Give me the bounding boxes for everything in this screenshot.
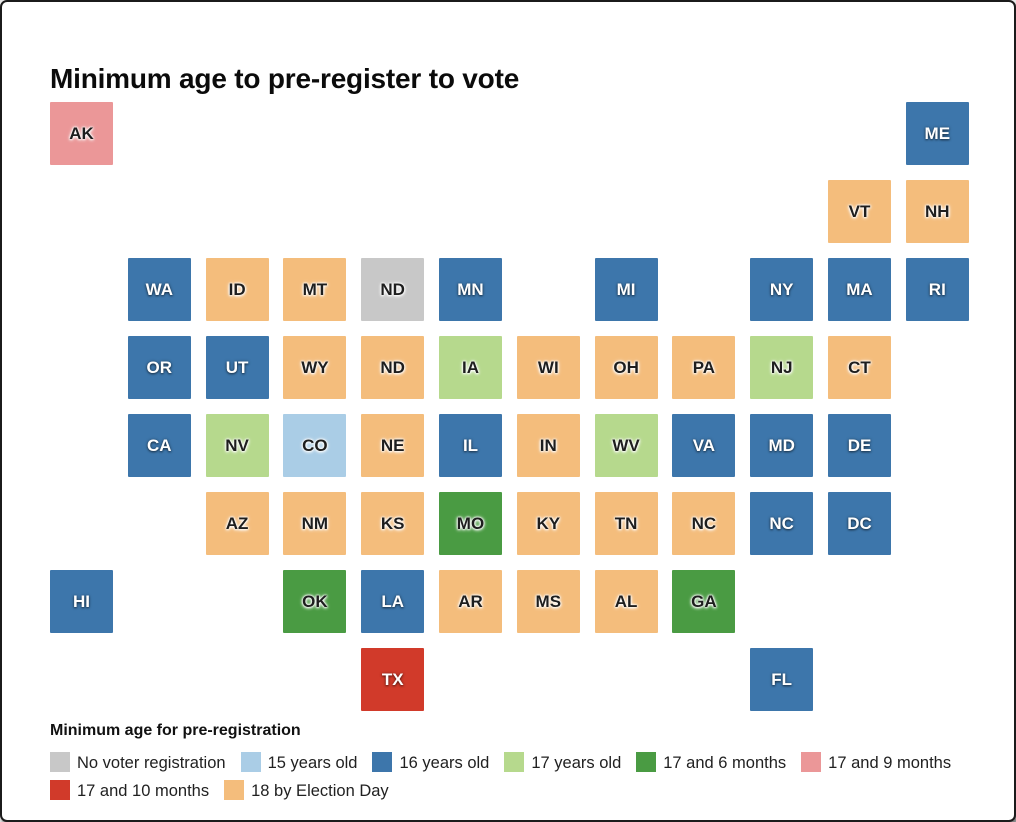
state-tile-ma: MA (828, 258, 891, 321)
state-tile-wi: WI (516, 336, 580, 399)
state-tile-ak: AK (50, 102, 113, 165)
legend-item-17_years: 17 years old (504, 752, 622, 772)
legend-swatch-18_election_day (224, 780, 245, 800)
state-tile-ny: NY (750, 258, 814, 321)
state-tile-ky: KY (516, 492, 580, 555)
state-tile-hi: HI (50, 570, 113, 633)
state-tile-ks: KS (361, 492, 425, 555)
legend-swatch-17_10_months (50, 780, 70, 800)
state-tile-il: IL (439, 414, 502, 477)
state-tile-ok: OK (283, 570, 347, 633)
legend-items: No voter registration 15 years old 16 year… (50, 749, 976, 805)
state-tile-ut: UT (205, 336, 269, 399)
state-tile-nc: NC (672, 492, 736, 555)
state-tile-id: ID (205, 258, 269, 321)
state-tile-nd: ND (361, 336, 425, 399)
state-tile-md: MD (750, 414, 814, 477)
legend-item-15_years: 15 years old (240, 752, 358, 772)
legend-swatch-17_6_months (636, 752, 657, 772)
legend-label: 17 and 10 months (77, 782, 210, 800)
legend-swatch-no_registration (50, 752, 70, 772)
state-tile-mi: MI (594, 258, 658, 321)
state-tile-ms: MS (516, 570, 580, 633)
state-tile-nh: NH (905, 180, 969, 243)
state-tile-in: IN (516, 414, 580, 477)
state-tile-ne: NE (361, 414, 425, 477)
state-tile-la: LA (361, 570, 425, 633)
state-tile-or: OR (127, 336, 191, 399)
state-tile-nc: NC (750, 492, 814, 555)
legend-label: 17 and 6 months (663, 754, 787, 772)
legend-item-16_years: 16 years old (372, 752, 490, 772)
state-tile-nj: NJ (750, 336, 814, 399)
legend-swatch-17_years (504, 752, 525, 772)
state-tile-fl: FL (750, 648, 814, 711)
state-tile-ri: RI (905, 258, 969, 321)
state-tile-ca: CA (127, 414, 191, 477)
legend: Minimum age for pre-registration No vote… (50, 722, 976, 805)
legend-label: 18 by Election Day (251, 782, 389, 800)
legend-label: 15 years old (267, 754, 358, 772)
state-tile-vt: VT (828, 180, 891, 243)
legend-label: 17 years old (531, 754, 622, 772)
state-tile-wv: WV (594, 414, 658, 477)
legend-swatch-17_9_months (801, 752, 822, 772)
legend-label: 17 and 9 months (828, 754, 952, 772)
state-tile-de: DE (828, 414, 891, 477)
legend-item-17_10_months: 17 and 10 months (50, 780, 210, 800)
state-tile-ct: CT (828, 336, 891, 399)
chart-title: Minimum age to pre-register to vote (50, 62, 520, 94)
state-tile-mn: MN (439, 258, 502, 321)
state-tile-co: CO (283, 414, 347, 477)
state-tile-me: ME (905, 102, 969, 165)
state-tile-az: AZ (205, 492, 269, 555)
state-tile-mt: MT (283, 258, 347, 321)
legend-label: No voter registration (77, 754, 226, 772)
legend-item-no_registration: No voter registration (50, 752, 226, 772)
legend-title: Minimum age for pre-registration (50, 722, 301, 739)
state-tile-oh: OH (594, 336, 658, 399)
legend-swatch-16_years (372, 752, 393, 772)
state-tile-nd: ND (361, 258, 425, 321)
legend-swatch-15_years (240, 752, 261, 772)
legend-item-18_election_day: 18 by Election Day (224, 780, 389, 800)
state-tile-tx: TX (361, 648, 425, 711)
legend-item-17_6_months: 17 and 6 months (636, 752, 787, 772)
state-tile-nm: NM (283, 492, 347, 555)
state-tile-tn: TN (594, 492, 658, 555)
state-tile-pa: PA (672, 336, 736, 399)
state-tile-ar: AR (439, 570, 502, 633)
state-tile-wa: WA (127, 258, 191, 321)
legend-label: 16 years old (399, 754, 490, 772)
state-tile-mo: MO (439, 492, 502, 555)
state-tile-al: AL (594, 570, 658, 633)
state-tile-nv: NV (205, 414, 269, 477)
state-tile-wy: WY (283, 336, 347, 399)
state-tile-va: VA (672, 414, 736, 477)
state-tile-ga: GA (672, 570, 736, 633)
state-tile-ia: IA (439, 336, 502, 399)
state-tile-dc: DC (828, 492, 891, 555)
legend-item-17_9_months: 17 and 9 months (801, 752, 952, 772)
